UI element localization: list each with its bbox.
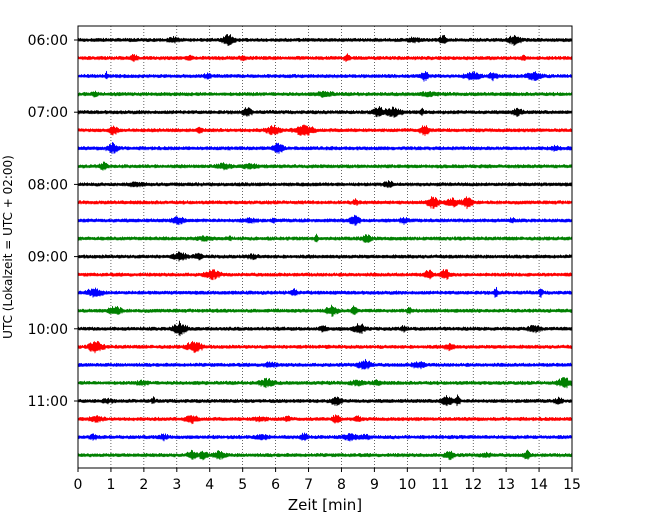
seismogram-trace bbox=[77, 180, 573, 189]
y-tick-label: 07:00 bbox=[28, 105, 68, 121]
x-tick-label: 10 bbox=[398, 477, 416, 493]
x-tick-label: 15 bbox=[563, 477, 581, 493]
seismogram-trace bbox=[77, 53, 573, 63]
seismogram-trace bbox=[77, 124, 573, 137]
x-tick-label: 12 bbox=[464, 477, 482, 493]
seismogram-trace bbox=[77, 214, 573, 226]
x-tick-label: 1 bbox=[106, 477, 115, 493]
seismogram-trace bbox=[77, 432, 573, 442]
traces-layer bbox=[77, 33, 573, 461]
y-tick-label: 08:00 bbox=[28, 177, 68, 193]
seismogram-trace bbox=[77, 141, 573, 155]
seismogram-trace bbox=[77, 394, 573, 407]
x-tick-label: 8 bbox=[337, 477, 346, 493]
x-tick-label: 9 bbox=[370, 477, 379, 493]
seismogram-trace bbox=[77, 251, 573, 262]
y-tick-label: 09:00 bbox=[28, 250, 68, 266]
y-tick-label: 10:00 bbox=[28, 322, 68, 338]
x-ticks: 0 1 2 3 4 5 6 7 8 9 10 11 12 13 14 15 bbox=[74, 468, 581, 493]
x-axis-label: Zeit [min] bbox=[288, 496, 362, 514]
y-tick-label: 06:00 bbox=[28, 33, 68, 49]
seismogram-trace bbox=[77, 105, 573, 118]
seismogram-trace bbox=[77, 90, 573, 98]
x-tick-label: 2 bbox=[139, 477, 148, 493]
seismogram-trace bbox=[77, 268, 573, 281]
x-tick-label: 13 bbox=[497, 477, 515, 493]
seismogram-trace bbox=[77, 377, 573, 389]
seismogram-trace bbox=[77, 358, 573, 370]
seismogram-trace bbox=[77, 320, 573, 337]
x-tick-label: 0 bbox=[74, 477, 83, 493]
seismogram-trace bbox=[77, 286, 573, 298]
seismogram-trace bbox=[77, 33, 573, 46]
x-tick-label: 3 bbox=[172, 477, 181, 493]
seismogram-trace bbox=[77, 196, 573, 210]
x-tick-label: 7 bbox=[304, 477, 313, 493]
x-tick-label: 11 bbox=[431, 477, 449, 493]
seismogram-trace bbox=[77, 233, 573, 244]
seismogram-trace bbox=[77, 161, 573, 171]
x-tick-label: 14 bbox=[530, 477, 548, 493]
y-tick-label: 11:00 bbox=[28, 394, 68, 410]
seismogram-trace bbox=[77, 70, 573, 82]
y-axis-label: UTC (Lokalzeit = UTC + 02:00) bbox=[1, 155, 15, 339]
seismogram-trace bbox=[77, 449, 573, 461]
y-ticks: 06:00 07:00 08:00 09:00 10:00 11:00 bbox=[28, 33, 78, 410]
seismogram-trace bbox=[77, 340, 573, 354]
x-tick-label: 5 bbox=[238, 477, 247, 493]
x-tick-label: 6 bbox=[271, 477, 280, 493]
x-tick-label: 4 bbox=[205, 477, 214, 493]
seismogram-trace bbox=[77, 414, 573, 425]
plot-frame bbox=[77, 25, 573, 469]
seismogram-trace bbox=[77, 304, 573, 317]
